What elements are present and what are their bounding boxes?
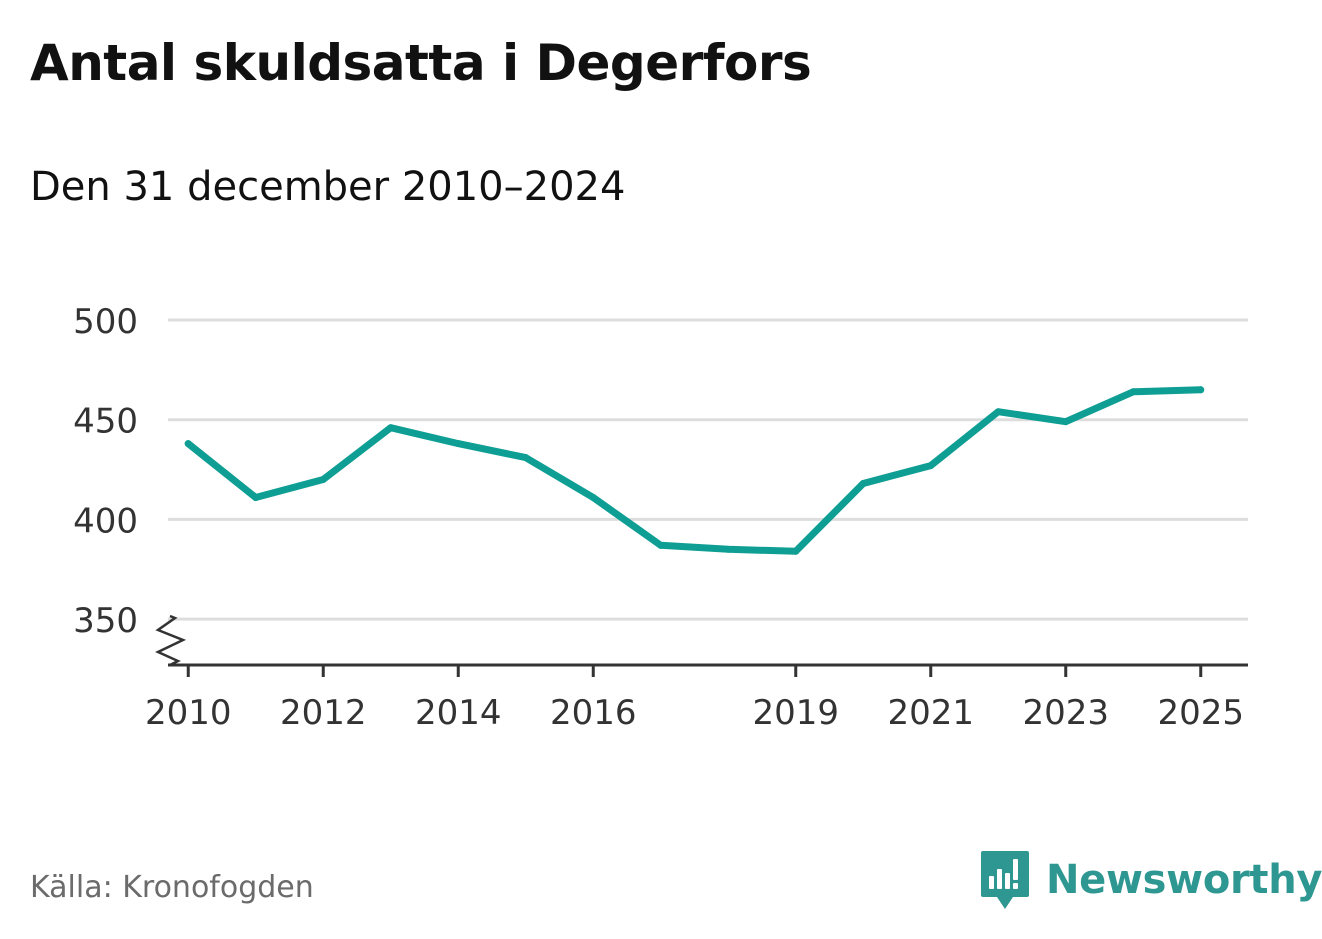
y-tick-label: 400	[73, 501, 138, 541]
series-line	[184, 386, 1205, 555]
x-tick-label: 2014	[415, 693, 502, 733]
data-point	[319, 476, 327, 484]
data-point	[1062, 418, 1070, 426]
y-tick-label: 450	[73, 402, 138, 442]
brand-logo[interactable]: Newsworthy	[980, 848, 1322, 912]
x-tick-label: 2016	[550, 693, 637, 733]
y-axis-break-icon	[155, 614, 187, 667]
y-axis-ticks: 350 400 450 500	[73, 302, 138, 641]
data-point	[1129, 388, 1137, 396]
chart-subtitle: Den 31 december 2010–2024	[30, 164, 626, 210]
source-note: Källa: Kronofogden	[30, 870, 314, 905]
data-point	[1197, 386, 1205, 394]
data-point	[792, 547, 800, 555]
data-point	[724, 545, 732, 553]
data-point	[184, 440, 192, 448]
data-point	[522, 454, 530, 462]
x-tick-label: 2021	[887, 693, 974, 733]
data-point	[589, 493, 597, 501]
data-point	[657, 541, 665, 549]
data-point	[859, 480, 867, 488]
x-axis-ticks: 2010 2012 2014 2016 2019 2021 2023 2025	[145, 665, 1244, 733]
data-point	[994, 408, 1002, 416]
y-tick-label: 500	[73, 302, 138, 342]
y-tick-label: 350	[73, 601, 138, 641]
data-point	[252, 493, 260, 501]
data-point	[454, 440, 462, 448]
data-points	[184, 386, 1205, 555]
x-tick-label: 2025	[1157, 693, 1244, 733]
x-tick-label: 2023	[1022, 693, 1109, 733]
x-tick-label: 2012	[280, 693, 367, 733]
newsworthy-logo-icon	[981, 851, 1029, 909]
chart-title: Antal skuldsatta i Degerfors	[30, 34, 812, 92]
x-tick-label: 2010	[145, 693, 232, 733]
gridlines	[168, 318, 1248, 621]
brand-name: Newsworthy	[1046, 857, 1322, 903]
x-tick-label: 2019	[752, 693, 839, 733]
data-point	[927, 462, 935, 470]
data-point	[387, 424, 395, 432]
